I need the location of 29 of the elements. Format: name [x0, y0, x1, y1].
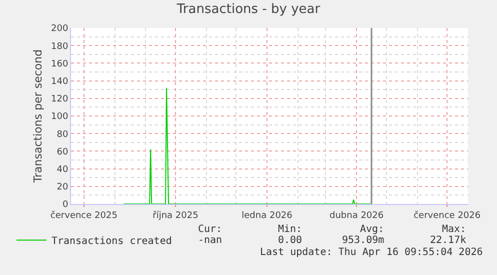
line-series: [123, 87, 372, 204]
x-tick-label: dubna 2026: [329, 210, 384, 221]
x-tick-label: července 2026: [414, 210, 481, 221]
text: -nan: [198, 235, 222, 246]
x-tick-label: ledna 2026: [242, 210, 293, 221]
text: Last update: Thu Apr 16 09:55:04 2026: [260, 247, 483, 258]
chart-title: Transactions - by year: [176, 2, 321, 18]
y-tick-label: 60: [56, 147, 68, 158]
text: Avg:: [360, 224, 384, 235]
text: Cur:: [198, 224, 222, 235]
text: 953.09m: [342, 235, 384, 246]
legend-label: Transactions created: [51, 236, 172, 247]
text: Min:: [278, 224, 302, 235]
y-tick-label: 140: [51, 76, 68, 87]
text: 0.00: [278, 235, 302, 246]
y-tick-label: 100: [51, 112, 68, 122]
x-tick-label: července 2025: [50, 210, 118, 221]
y-axis-title: Transactions per second: [32, 49, 45, 184]
y-tick-label: 20: [56, 182, 68, 193]
y-tick-label: 180: [51, 42, 68, 52]
text: 22.17k: [430, 235, 466, 246]
text: Max:: [442, 224, 466, 235]
y-tick-label: 80: [56, 130, 68, 140]
x-tick-label: října 2025: [152, 210, 198, 221]
y-tick-label: 160: [51, 59, 68, 70]
y-tick-label: 200: [51, 24, 68, 34]
y-tick-label: 0: [62, 200, 68, 210]
y-tick-label: 120: [51, 94, 68, 105]
y-tick-label: 40: [56, 164, 68, 175]
